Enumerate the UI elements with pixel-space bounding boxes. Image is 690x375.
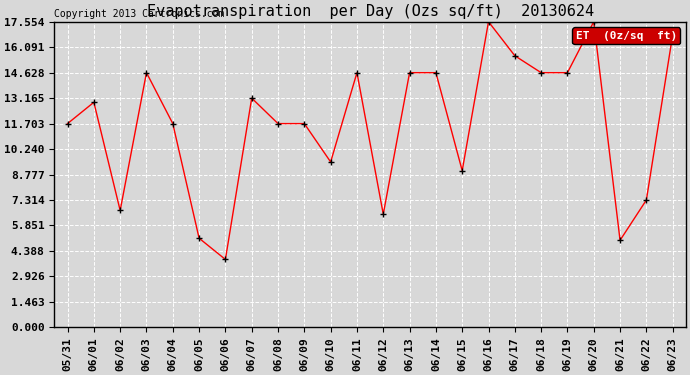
Legend: ET  (0z/sq  ft): ET (0z/sq ft) xyxy=(573,27,680,44)
Text: Copyright 2013 Cartronics.com: Copyright 2013 Cartronics.com xyxy=(55,9,225,19)
Title: Evapotranspiration  per Day (Ozs sq/ft)  20130624: Evapotranspiration per Day (Ozs sq/ft) 2… xyxy=(146,4,593,19)
